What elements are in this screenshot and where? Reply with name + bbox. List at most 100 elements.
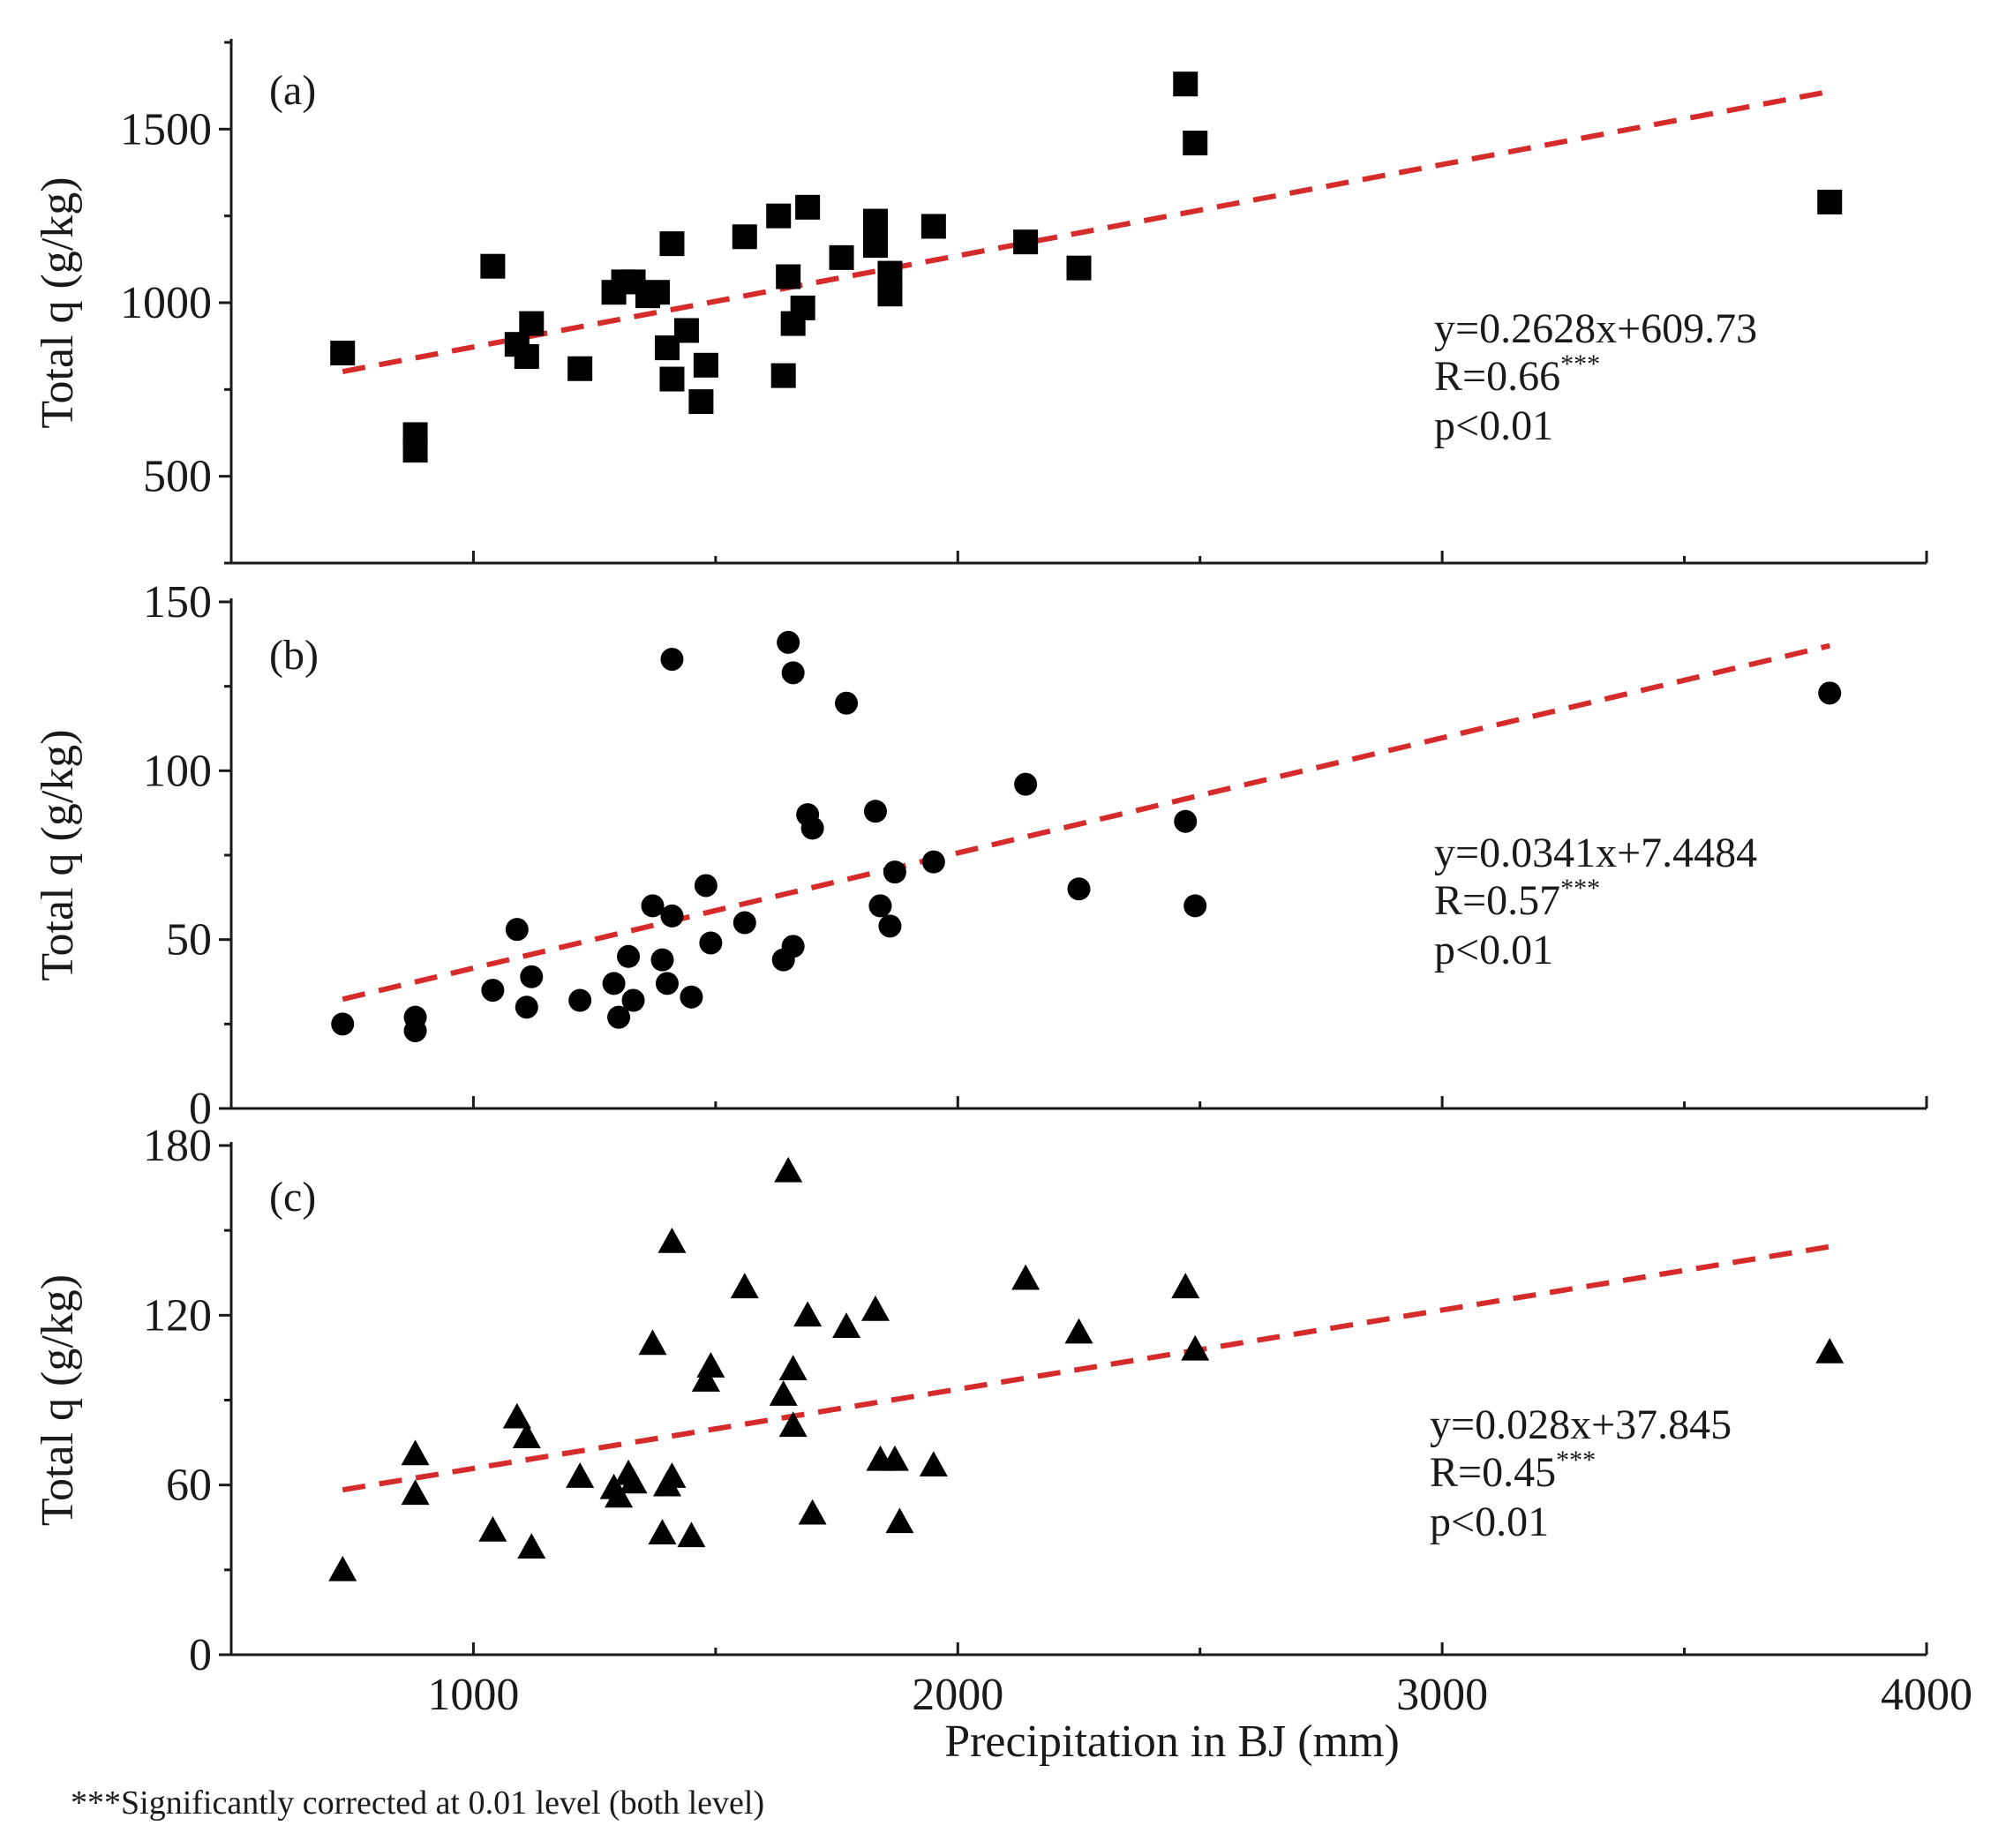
data-point: [1014, 772, 1038, 796]
data-point: [401, 1479, 430, 1506]
data-point: [732, 224, 757, 250]
panel-1: 500 1000 1500 Total q (g/kg) (a) y=0.2628x+60…: [33, 39, 1928, 565]
y-tick-label: 50: [166, 915, 212, 965]
y-axis-title: Total q (g/kg): [33, 729, 83, 980]
data-point: [660, 648, 684, 672]
data-point: [331, 1012, 355, 1036]
data-point: [733, 911, 756, 935]
data-point: [694, 874, 718, 898]
y-tick-label: 1500: [120, 104, 212, 154]
data-point: [657, 1227, 687, 1253]
correlation-coefficient: R=0.57***: [1434, 874, 1600, 924]
regression-equation: y=0.2628x+609.73: [1434, 305, 1757, 352]
significance-marker: ***: [1556, 1446, 1596, 1475]
data-point: [1066, 255, 1092, 281]
data-point: [1818, 681, 1842, 705]
data-point: [829, 244, 854, 270]
regression-line: [342, 642, 1830, 1003]
data-point: [519, 311, 545, 336]
y-tick-label: 150: [143, 577, 212, 627]
data-point: [607, 1005, 631, 1029]
data-point: [774, 1156, 803, 1183]
regression-line: [342, 1243, 1830, 1493]
data-point: [617, 944, 641, 968]
data-point: [862, 233, 888, 259]
data-point: [1171, 1273, 1200, 1299]
data-point: [677, 1521, 706, 1548]
correlation-coefficient: R=0.66***: [1434, 349, 1600, 400]
data-point: [790, 295, 815, 320]
data-point: [602, 972, 626, 995]
data-point: [778, 1355, 808, 1381]
data-point: [1173, 71, 1198, 97]
data-point: [619, 1468, 648, 1494]
data-point: [835, 691, 859, 715]
x-tick-label: 3000: [1396, 1670, 1488, 1720]
data-point: [878, 914, 902, 938]
data-point: [659, 231, 685, 257]
data-point: [868, 894, 892, 918]
data-point: [402, 438, 428, 463]
data-point: [638, 1329, 667, 1356]
data-point: [480, 253, 506, 279]
data-point: [1183, 894, 1207, 918]
x-tick-label: 4000: [1881, 1670, 1972, 1720]
data-point: [1815, 1338, 1844, 1363]
footnote: ***Significantly corrected at 0.01 level…: [71, 1784, 764, 1822]
y-axis-title: Total q (g/kg): [33, 1274, 83, 1526]
data-point: [795, 194, 821, 220]
x-tick-label: 1000: [427, 1670, 519, 1720]
panel-label: (b): [269, 632, 319, 679]
data-point: [862, 208, 888, 234]
data-point: [832, 1312, 861, 1338]
data-point: [605, 1482, 634, 1508]
data-point: [680, 985, 703, 1009]
data-point: [770, 363, 796, 388]
data-point: [688, 389, 714, 415]
data-point: [877, 282, 903, 307]
data-point: [566, 1462, 595, 1488]
data-point: [699, 931, 723, 955]
data-point: [1064, 1318, 1093, 1344]
data-point: [648, 1519, 677, 1544]
data-point: [1011, 1264, 1041, 1290]
data-point: [655, 972, 679, 995]
data-point: [778, 1411, 808, 1438]
y-tick-label: 180: [143, 1121, 212, 1171]
data-point: [766, 203, 792, 229]
data-point: [863, 800, 887, 823]
data-point: [885, 1507, 914, 1534]
data-point: [693, 352, 718, 378]
data-point: [883, 860, 906, 884]
data-point: [696, 1352, 725, 1378]
data-point: [673, 318, 699, 343]
correlation-coefficient: R=0.45***: [1430, 1446, 1596, 1496]
data-point: [514, 343, 539, 369]
data-point: [920, 214, 946, 239]
data-point: [641, 894, 665, 918]
data-point: [1013, 229, 1039, 255]
data-point: [657, 1462, 687, 1488]
y-tick-label: 0: [189, 1630, 212, 1680]
data-point: [781, 935, 805, 958]
data-point: [777, 630, 800, 654]
data-point: [798, 1499, 827, 1525]
data-point: [644, 280, 670, 305]
data-point: [403, 1018, 427, 1042]
p-value: p<0.01: [1434, 402, 1553, 449]
data-point: [659, 366, 685, 392]
data-point: [567, 356, 593, 381]
x-axis-title: Precipitation in BJ (mm): [944, 1717, 1400, 1767]
data-point: [877, 260, 903, 286]
data-point: [650, 948, 674, 972]
regression-equation: y=0.0341x+7.4484: [1434, 830, 1757, 876]
data-point: [921, 850, 945, 874]
data-point: [800, 816, 824, 840]
data-point: [793, 1301, 823, 1327]
y-tick-label: 100: [143, 746, 212, 796]
data-point: [660, 904, 684, 928]
data-point: [1174, 809, 1198, 833]
y-tick-label: 1000: [120, 278, 212, 328]
x-tick-label: 2000: [912, 1670, 1003, 1720]
y-tick-label: 500: [143, 452, 212, 502]
